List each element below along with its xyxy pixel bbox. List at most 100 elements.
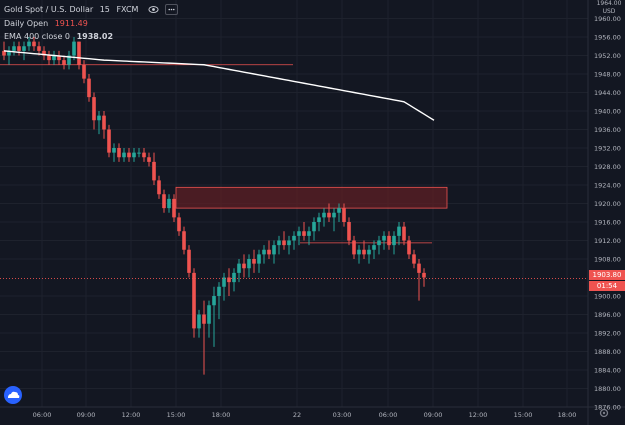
time-axis[interactable]: 06:00 09:00 12:00 15:00 18:00 22 03:00 06:00 09:… [33,411,577,419]
candle-body [282,240,286,246]
candle-body [317,217,321,222]
candle-body [412,254,416,264]
candle-body [2,50,6,56]
candle-body [417,263,421,273]
currency-code: USD [602,8,616,15]
time-tick-label: 12:00 [469,411,488,419]
time-tick-label: 06:00 [379,411,398,419]
candle-body [7,50,11,56]
candle-body [312,222,316,232]
price-tick-label: 1956.00 [594,34,621,42]
candle-body [152,161,156,181]
price-tick-label: 1880.00 [594,385,621,393]
daily-open-label: Daily Open [4,19,49,28]
candle-body [382,235,386,241]
interval-label: 15 [99,5,110,14]
candle-body [267,249,271,255]
price-tick-label: 1940.00 [594,108,621,116]
candle-body [17,46,21,51]
candle-body [292,235,296,241]
candle-body [192,272,196,329]
price-tick-label: 1908.00 [594,256,621,264]
time-tick-label: 03:00 [333,411,352,419]
candle-body [177,217,181,232]
time-tick-label: 06:00 [33,411,52,419]
candle-body [307,231,311,236]
price-axis[interactable]: 1960.00 1956.00 1952.00 1948.00 1944.00 1940.… [594,15,621,412]
candle-body [202,314,206,324]
candle-body [32,41,36,47]
candle-body [97,115,101,121]
candle-body [332,212,336,218]
candle-body [187,249,191,273]
candle-body [77,41,81,65]
price-tick-label: 1900.00 [594,293,621,301]
exchange-label: FXCM [116,5,139,14]
candle-body [12,46,16,51]
candle-body [87,78,91,98]
candle-body [387,235,391,246]
price-tick-label: 1876.00 [594,404,621,412]
candle-body [252,259,256,264]
candle-body [67,55,71,65]
candle-body [27,41,31,47]
candle-body [367,249,371,255]
candle-body [207,305,211,324]
symbol-legend[interactable]: Gold Spot / U.S. Dollar 15 FXCM [4,4,178,15]
candle-body [222,277,226,287]
symbol-name: Gold Spot / U.S. Dollar [4,5,94,14]
price-tick-label: 1892.00 [594,330,621,338]
tradingview-logo[interactable] [4,386,22,404]
gear-icon[interactable] [598,407,610,419]
candle-body [372,245,376,250]
countdown-tag: 01:54 [589,281,625,291]
candle-body [112,148,116,153]
candle-body [57,55,61,61]
candle-body [117,148,121,158]
more-options-icon[interactable] [164,4,178,15]
price-tick-label: 1944.00 [594,89,621,97]
candle-body [407,240,411,255]
current-price-tag: 1903.80 [589,270,625,280]
time-tick-label: 15:00 [514,411,533,419]
time-tick-label: 15:00 [167,411,186,419]
time-tick-label: 22 [293,411,301,419]
candle-body [302,231,306,236]
price-tick-label: 1916.00 [594,219,621,227]
candle-body [82,64,86,79]
candle-body [397,226,401,236]
candle-body [172,198,176,218]
price-tick-label: 1932.00 [594,145,621,153]
candle-body [52,55,56,61]
candle-body [392,235,396,246]
candle-body [352,240,356,255]
candle-body [402,226,406,241]
ema-400-line [3,50,435,121]
daily-open-value: 1911.49 [54,19,88,28]
candle-body [147,157,151,162]
price-tick-label: 1888.00 [594,348,621,356]
candle-body [242,263,246,269]
candle-body [362,249,366,255]
candle-body [297,231,301,236]
price-tick-label: 1928.00 [594,163,621,171]
candle-body [357,249,361,255]
candle-body [377,240,381,246]
candle-body [277,240,281,246]
candle-body [272,245,276,255]
candle-body [157,180,161,195]
currency-label: 1964.00 USD [596,0,622,16]
ema-legend[interactable]: EMA 400 close 0 1938.02 [4,32,117,42]
supply-zone-rectangle[interactable] [175,186,448,209]
candle-body [247,259,251,269]
candle-body [262,249,266,255]
daily-open-legend[interactable]: Daily Open 1911.49 [4,19,92,29]
candle-body [422,272,426,278]
ema-value: 1938.02 [76,32,114,41]
candle-body [47,55,51,61]
price-tick-label: 1924.00 [594,182,621,190]
candle-body [62,60,66,65]
eye-icon[interactable] [148,5,159,14]
candle-body [257,254,261,264]
